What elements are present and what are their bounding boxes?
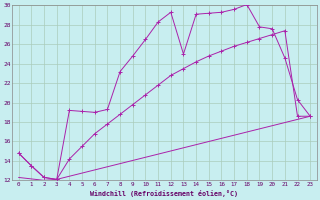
- X-axis label: Windchill (Refroidissement éolien,°C): Windchill (Refroidissement éolien,°C): [91, 190, 238, 197]
